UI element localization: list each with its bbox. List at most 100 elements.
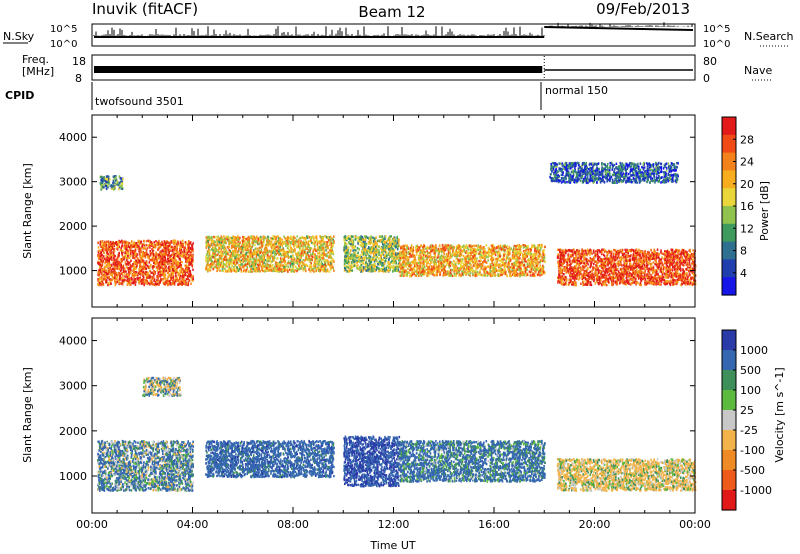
echo-cell: [186, 274, 189, 278]
echo-cell: [182, 242, 184, 245]
echo-cell: [208, 253, 211, 256]
echo-cell: [228, 245, 230, 248]
echo-cell: [308, 254, 310, 257]
echo-cell: [151, 248, 153, 251]
echo-cell: [159, 263, 161, 266]
echo-cell: [121, 277, 123, 280]
echo-cell: [293, 270, 296, 273]
echo-cell: [332, 252, 335, 256]
echo-cell: [130, 259, 132, 262]
echo-cell: [382, 270, 384, 273]
echo-cell: [283, 240, 285, 244]
echo-cell: [120, 259, 123, 263]
echo-cell: [131, 273, 134, 277]
echo-cell: [175, 245, 178, 248]
echo-cell: [114, 261, 116, 264]
echo-cell: [145, 240, 148, 243]
echo-cell: [110, 251, 112, 255]
echo-cell: [377, 267, 380, 270]
echo-cell: [293, 245, 295, 248]
echo-cell: [308, 256, 311, 260]
echo-cell: [173, 283, 176, 286]
echo-cell: [112, 262, 115, 265]
echo-cell: [169, 273, 171, 276]
echo-cell: [291, 265, 294, 268]
echo-cell: [117, 266, 119, 270]
echo-cell: [212, 252, 214, 255]
echo-cell: [101, 176, 103, 179]
echo-cell: [261, 268, 263, 272]
echo-cell: [145, 267, 147, 270]
echo-cell: [294, 269, 296, 272]
echo-cell: [160, 262, 162, 266]
echo-cell: [267, 235, 269, 239]
echo-cell: [264, 236, 267, 239]
echo-cell: [164, 273, 167, 277]
echo-cell: [287, 260, 290, 263]
echo-cell: [238, 265, 241, 269]
echo-cell: [299, 262, 301, 265]
echo-cell: [129, 247, 132, 251]
echo-cell: [207, 263, 210, 267]
echo-cell: [348, 268, 351, 271]
echo-cell: [300, 266, 302, 270]
echo-cell: [127, 243, 129, 247]
echo-cell: [108, 264, 110, 267]
echo-cell: [174, 257, 176, 260]
echo-cell: [169, 274, 171, 278]
echo-cell: [209, 245, 212, 248]
echo-cell: [377, 262, 379, 266]
echo-cell: [220, 239, 222, 243]
echo-cell: [383, 254, 386, 258]
echo-cell: [139, 251, 141, 254]
echo-cell: [206, 253, 208, 256]
echo-cell: [123, 244, 126, 247]
echo-cell: [271, 244, 274, 248]
echo-cell: [157, 272, 159, 275]
echo-cell: [107, 263, 109, 266]
echo-cell: [232, 239, 234, 243]
echo-cell: [105, 260, 108, 264]
echo-cell: [126, 276, 129, 279]
echo-cell: [262, 256, 264, 259]
echo-cell: [230, 256, 233, 260]
echo-cell: [398, 253, 401, 257]
echo-cell: [309, 259, 311, 262]
echo-cell: [358, 257, 360, 261]
echo-cell: [262, 269, 264, 273]
echo-cell: [192, 279, 194, 282]
echo-cell: [170, 246, 172, 249]
echo-cell: [396, 236, 398, 240]
echo-cell: [271, 265, 273, 268]
echo-cell: [277, 243, 280, 247]
echo-cell: [246, 267, 248, 270]
echo-cell: [222, 269, 225, 273]
echo-cell: [376, 245, 379, 248]
echo-cell: [260, 248, 263, 251]
echo-cell: [220, 248, 223, 251]
echo-cell: [332, 241, 334, 244]
echo-cell: [112, 242, 114, 245]
echo-cell: [249, 258, 252, 261]
echo-cell: [161, 240, 163, 244]
echo-cell: [318, 240, 321, 243]
echo-cell: [240, 256, 242, 259]
echo-cell: [176, 264, 179, 267]
echo-cell: [232, 238, 235, 241]
echo-cell: [111, 267, 114, 271]
echo-cell: [322, 252, 325, 255]
echo-cell: [134, 252, 136, 255]
echo-cell: [358, 268, 361, 271]
echo-cell: [121, 279, 124, 282]
echo-cell: [269, 259, 271, 262]
echo-cell: [113, 276, 116, 280]
echo-cell: [234, 241, 236, 244]
echo-cell: [375, 241, 377, 245]
echo-cell: [127, 270, 130, 274]
echo-cell: [358, 255, 361, 259]
echo-cell: [185, 269, 188, 272]
echo-cell: [347, 251, 349, 254]
echo-cell: [358, 248, 360, 251]
echo-cell: [235, 247, 237, 250]
echo-cell: [190, 276, 193, 279]
